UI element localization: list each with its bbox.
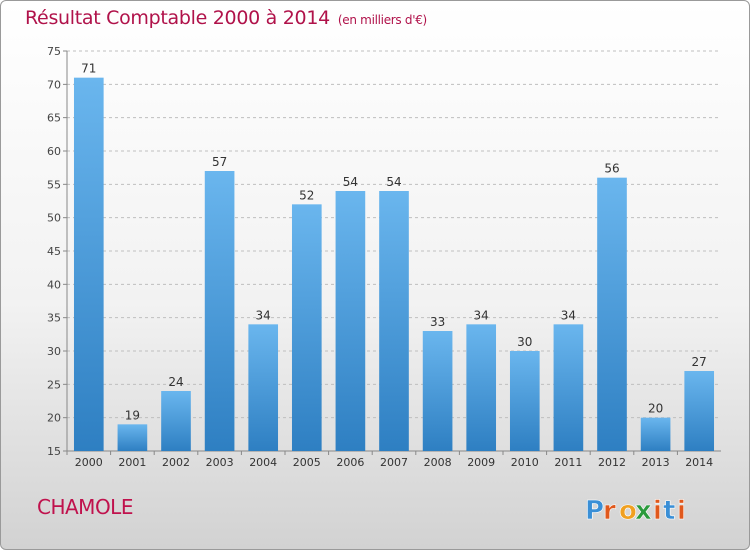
logo-letter: i	[677, 496, 686, 526]
bar-2001	[117, 424, 148, 451]
data-label-2002: 24	[168, 375, 183, 389]
bar-2007	[379, 191, 409, 451]
y-tick-label: 30	[47, 345, 61, 358]
y-tick-label: 45	[47, 245, 61, 258]
logo-letter: t	[663, 496, 675, 526]
bar-2012	[597, 177, 627, 451]
commune-name: CHAMOLE	[37, 495, 133, 519]
bar-2009	[466, 324, 497, 451]
x-tick-label: 2009	[467, 456, 495, 469]
x-tick-label: 2003	[206, 456, 234, 469]
data-label-2013: 20	[648, 402, 663, 416]
bar-2008	[422, 331, 453, 451]
data-label-2009: 34	[474, 308, 489, 322]
y-tick-label: 35	[47, 312, 61, 325]
x-tick-label: 2014	[685, 456, 713, 469]
axes: 15 20 25 30 35 40 45 50 55 60 65 70 75 2000 2001 2002 20…	[47, 45, 721, 469]
y-tick-label: 20	[47, 412, 61, 425]
x-tick-label: 2012	[598, 456, 626, 469]
x-tick-label: 2006	[336, 456, 364, 469]
logo-letter: x	[635, 496, 652, 526]
bar-2006	[335, 191, 366, 451]
logo-letter: o	[619, 496, 637, 526]
bar-2000	[73, 77, 104, 452]
data-label-2001: 19	[125, 408, 140, 422]
data-label-2005: 52	[299, 188, 314, 202]
y-tick-label: 65	[47, 112, 61, 125]
data-label-2007: 54	[386, 175, 401, 189]
logo-letter: P	[585, 496, 604, 526]
data-label-2004: 34	[256, 308, 271, 322]
y-tick-label: 50	[47, 212, 61, 225]
x-tick-label: 2000	[75, 456, 103, 469]
y-tick-label: 15	[47, 445, 61, 458]
chart-unit-note: (en milliers d'€)	[337, 13, 427, 27]
bar-2014	[684, 371, 715, 451]
chart-title: Résultat Comptable 2000 à 2014 (en millie…	[25, 7, 427, 29]
bar-2005	[291, 204, 322, 451]
y-tick-label: 40	[47, 278, 61, 291]
bar-2003	[204, 171, 235, 451]
data-label-2008: 33	[430, 315, 445, 329]
data-label-2003: 57	[212, 155, 227, 169]
data-label-2010: 30	[517, 335, 532, 349]
bar-2011	[553, 324, 584, 451]
data-label-2012: 56	[604, 162, 619, 176]
logo-letter: r	[603, 496, 616, 526]
bar-2013	[640, 417, 671, 451]
y-tick-label: 60	[47, 145, 61, 158]
x-tick-label: 2010	[511, 456, 539, 469]
data-label-2000: 71	[81, 62, 96, 76]
bar-2002	[161, 391, 191, 451]
y-tick-label: 70	[47, 78, 61, 91]
chart-title-text: Résultat Comptable 2000 à 2014	[25, 7, 330, 29]
logo-letter: i	[653, 496, 662, 526]
x-tick-label: 2013	[642, 456, 670, 469]
x-tick-label: 2005	[293, 456, 321, 469]
proxiti-logo: Pr ox i t i	[585, 496, 687, 527]
y-tick-label: 25	[47, 378, 61, 391]
bar-2004	[248, 324, 279, 451]
x-tick-label: 2011	[554, 456, 582, 469]
data-label-2014: 27	[692, 355, 707, 369]
x-tick-label: 2004	[249, 456, 277, 469]
data-labels: 71 19 24 57 34 52 54 54 33 34 30 34 56 20 27	[81, 62, 707, 423]
x-tick-label: 2008	[424, 456, 452, 469]
x-tick-label: 2001	[118, 456, 146, 469]
bar-2010	[509, 351, 540, 451]
data-label-2006: 54	[343, 175, 358, 189]
y-tick-label: 75	[47, 45, 61, 58]
x-tick-label: 2007	[380, 456, 408, 469]
data-label-2011: 34	[561, 308, 576, 322]
x-tick-label: 2002	[162, 456, 190, 469]
bars	[73, 77, 715, 452]
y-tick-label: 55	[47, 178, 61, 191]
